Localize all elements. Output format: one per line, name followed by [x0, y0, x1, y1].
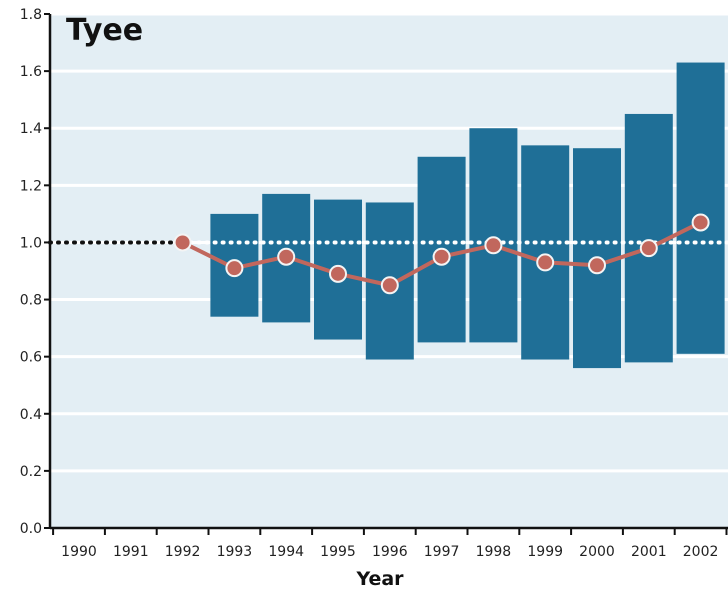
x-tick-label: 1995: [320, 544, 356, 560]
ratio-point-1992: [173, 233, 192, 252]
ratio-point-1995: [329, 264, 347, 283]
y-tick-label: 0.4: [20, 407, 42, 423]
x-tick-label: 1990: [61, 544, 97, 560]
ratio-point-2001: [639, 239, 658, 258]
y-tick-label: 1.2: [20, 178, 42, 194]
ratio-series: [173, 213, 710, 295]
x-tick-label: 2001: [631, 544, 667, 560]
x-tick-label: 1992: [165, 544, 201, 560]
range-bars: [210, 62, 725, 369]
y-tick-label: 0.2: [20, 464, 42, 480]
ratio-point-1997: [432, 247, 451, 266]
x-tick-label: 1994: [268, 544, 304, 560]
x-tick-label: 1996: [372, 544, 408, 560]
y-tick-label: 1.4: [20, 121, 42, 137]
y-tick-label: 1.8: [20, 7, 42, 23]
x-tick-label: 1998: [476, 544, 512, 560]
x-tick-label: 2000: [579, 544, 615, 560]
y-tick-label: 0.6: [20, 350, 42, 366]
x-tick-label: 1997: [424, 544, 460, 560]
y-tick-label: 1.0: [20, 235, 42, 251]
ratio-point-1998: [484, 236, 503, 255]
ratio-point-2000: [588, 256, 606, 275]
chart-title: Tyee: [66, 13, 143, 48]
y-tick-label: 1.6: [20, 64, 42, 80]
range-bar-1999: [521, 145, 570, 360]
tick-labels: 0.0 0.2 0.4 0.6 0.8 1.0 1.2 1.4 1.6 1.8 1990 1991 19…: [20, 7, 719, 560]
range-bar-2002: [676, 62, 725, 354]
x-tick-label: 1999: [527, 544, 563, 560]
y-tick-label: 0.0: [20, 521, 42, 537]
x-tick-label: 1993: [217, 544, 253, 560]
ratio-point-1993: [225, 259, 244, 278]
ratio-point-1996: [380, 276, 399, 295]
x-tick-label: 2002: [683, 544, 719, 560]
x-tick-label: 1991: [113, 544, 149, 560]
x-axis-label: Year: [355, 568, 404, 590]
axes: [44, 13, 728, 535]
range-bar-1998: [469, 128, 518, 343]
ratio-point-1994: [277, 247, 296, 266]
ratio-point-2002: [691, 213, 710, 232]
y-tick-label: 0.8: [20, 293, 42, 309]
ratio-point-1999: [536, 253, 555, 272]
